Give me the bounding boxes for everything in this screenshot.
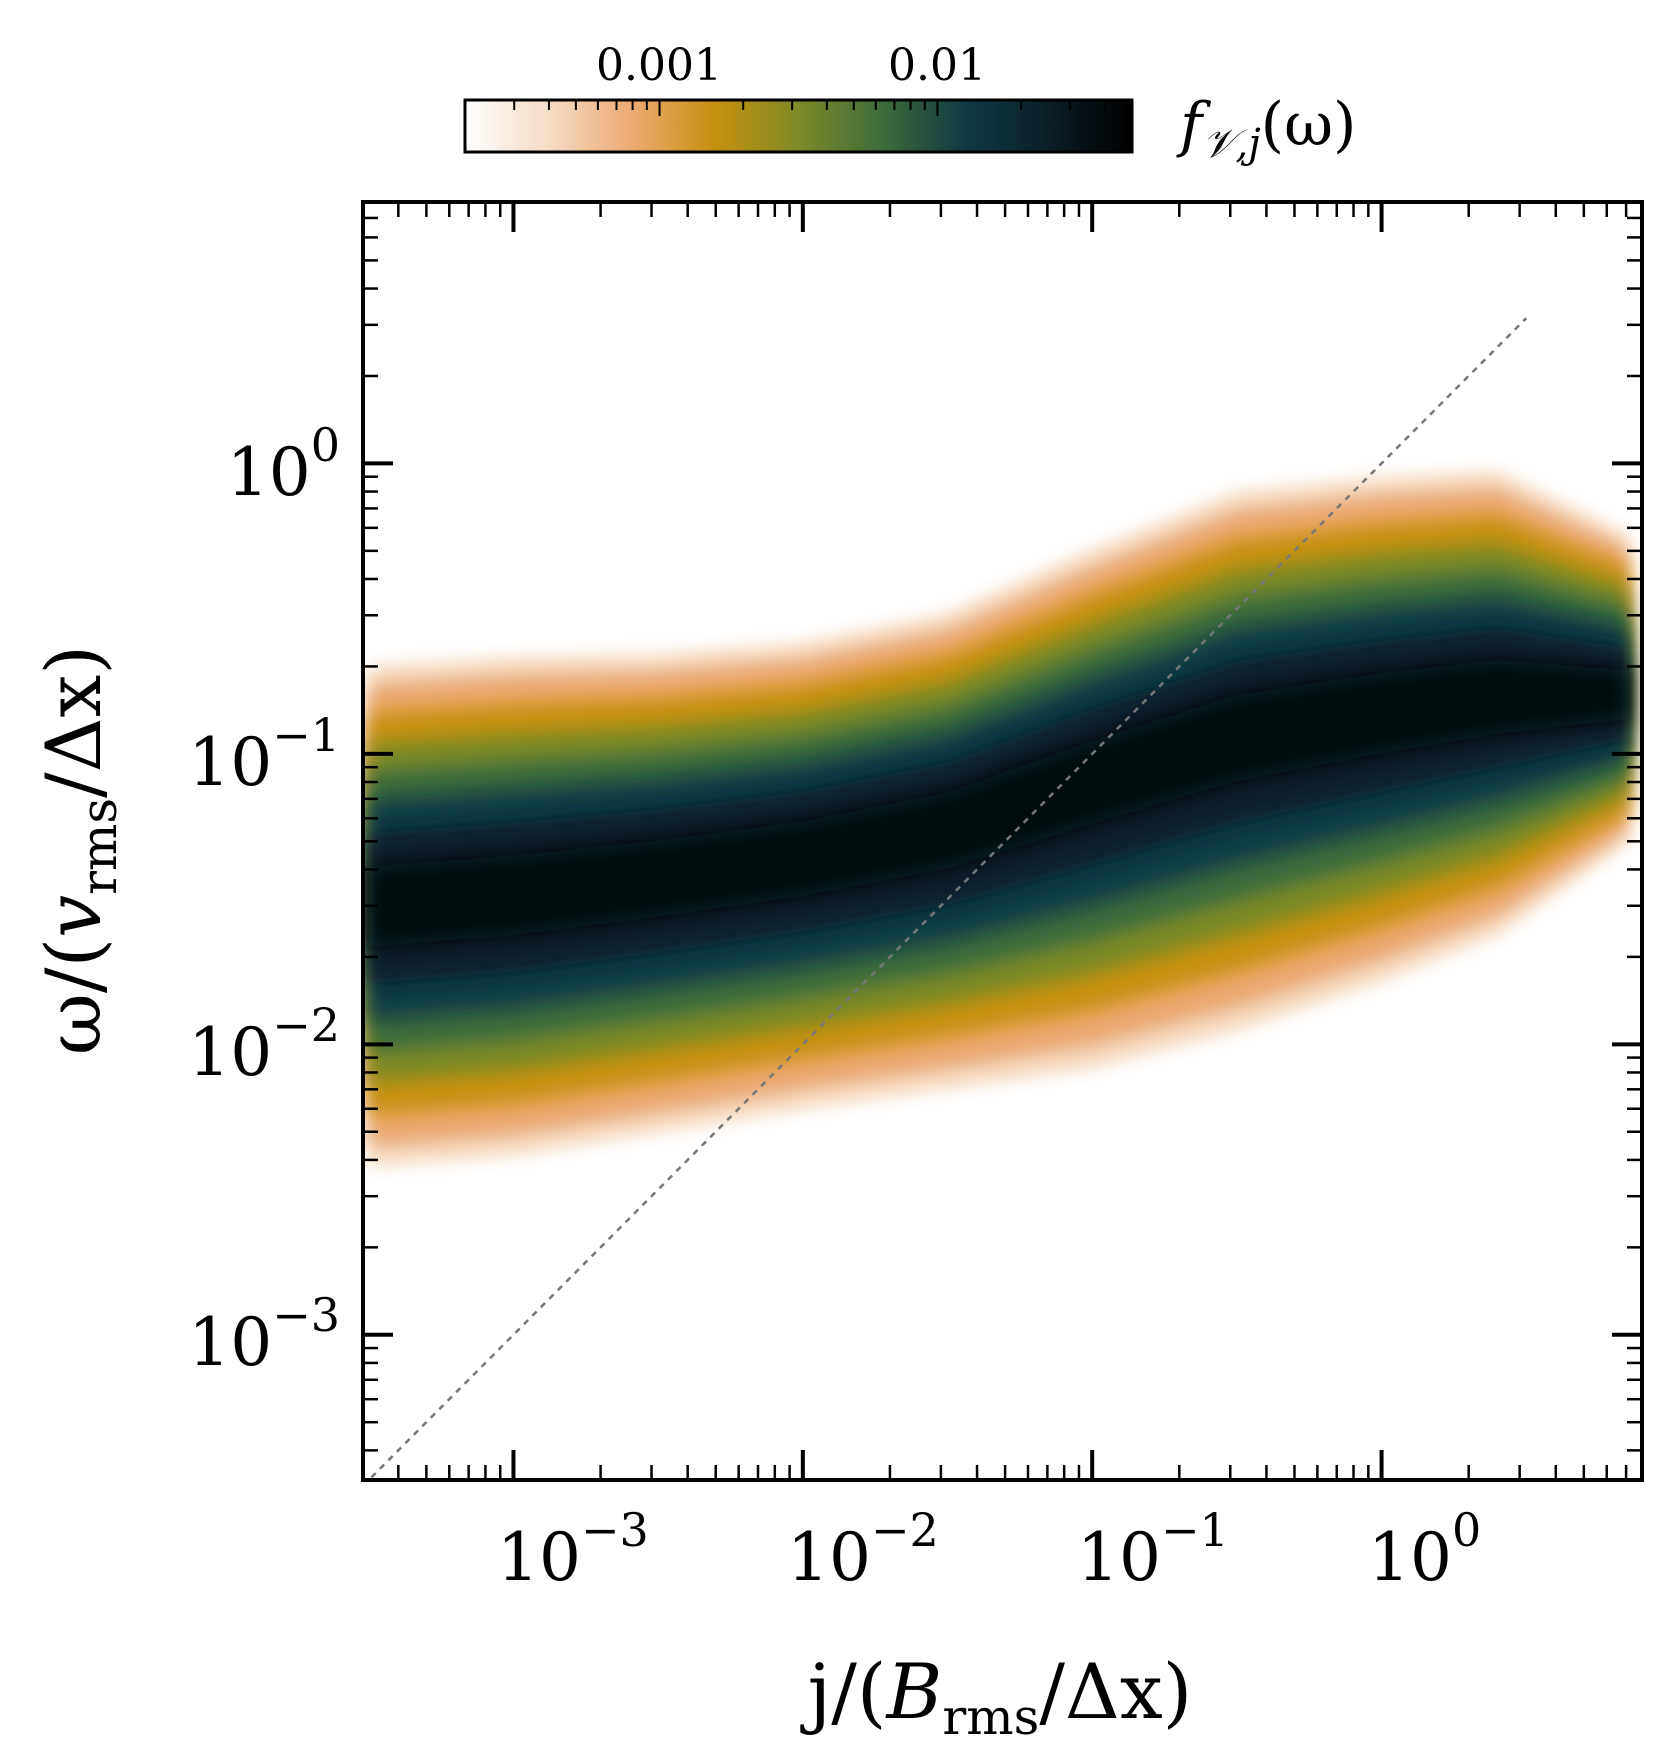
x-tick-label-1e-1: 10−1 — [1077, 1503, 1229, 1596]
colorbar-tick-label-0.001: 0.001 — [596, 40, 722, 91]
major-ticks — [363, 202, 1642, 1480]
y-tick-label-1e-3: 10−3 — [188, 1288, 340, 1381]
minor-ticks — [363, 202, 1642, 1480]
x-axis-label: j/(Brms/Δx) — [800, 1647, 1193, 1742]
y-axis-label: ω/(vrms/Δx) — [29, 645, 128, 1055]
heatmap-density — [368, 472, 1628, 1167]
colorbar-tick-label-0.01: 0.01 — [888, 40, 986, 91]
colorbar-ticks — [464, 100, 1133, 116]
x-tick-labels: 10−3 10−2 10−1 100 — [497, 1503, 1481, 1596]
x-tick-label-1e-3: 10−3 — [497, 1503, 649, 1596]
y-tick-label-1e0: 100 — [227, 418, 340, 511]
y-tick-label-1e-2: 10−2 — [188, 998, 340, 1091]
plot-area — [361, 200, 1644, 1482]
reference-diagonal-line — [367, 317, 1528, 1480]
colorbar-gradient — [463, 98, 1134, 154]
density-band-7 — [368, 659, 1628, 947]
plot-frame — [361, 200, 1644, 1482]
y-tick-label-1e-1: 10−1 — [188, 708, 340, 801]
colorbar: 0.001 0.01 f𝒱,j(ω) — [463, 40, 1356, 167]
y-tick-labels: 100 10−1 10−2 10−3 — [188, 418, 340, 1381]
x-tick-label-1e-2: 10−2 — [787, 1503, 939, 1596]
colorbar-label: f𝒱,j(ω) — [1176, 90, 1356, 167]
x-tick-label-1e0: 100 — [1368, 1503, 1481, 1596]
